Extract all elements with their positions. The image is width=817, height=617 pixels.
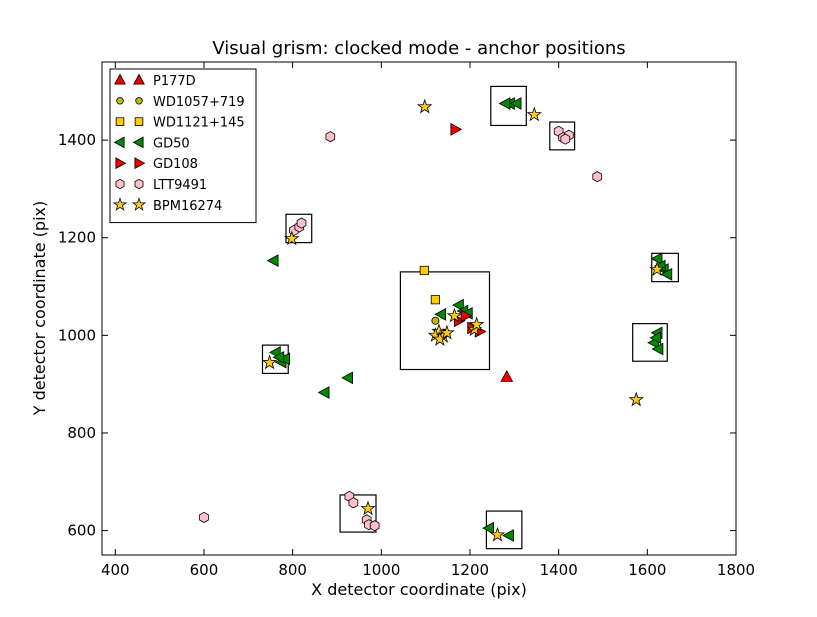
point-gd50 [502,529,514,542]
x-tick-label: 1800 [717,561,755,579]
legend-marker-bpm16274 [112,197,128,211]
point-ltt9491 [560,133,571,145]
point-bpm16274 [649,261,665,277]
point-bpm16274 [446,307,463,323]
point-wd1121-145 [430,295,440,305]
point-ltt9491 [348,497,359,509]
legend-marker-wd1121-145 [134,117,144,126]
point-wd1121-145 [419,265,429,276]
data-points [199,97,673,542]
point-bpm16274 [468,316,485,332]
legend-marker-p177d [114,73,126,85]
legend-label-wd1057-719: WD1057+719 [153,95,245,110]
point-wd1057-719 [431,316,440,325]
point-gd50 [341,371,353,385]
legend-label-p177d: P177D [153,74,196,89]
x-tick-label: 1200 [451,561,489,579]
point-bpm16274 [439,324,455,340]
point-bpm16274 [526,106,542,122]
y-tick-label: 600 [67,522,96,540]
point-gd50 [272,350,285,364]
legend-label-gd50: GD50 [153,136,190,151]
point-bpm16274 [360,500,376,516]
legend-marker-gd108 [134,157,146,170]
highlight-box [549,121,576,151]
legend-marker-ltt9491 [115,178,125,190]
highlight-box [285,213,313,244]
highlight-box [339,494,377,533]
axis-ticks: 400 600 800 1000 1200 1400 1600 1800 600 800 1000 1… [58,62,755,579]
x-tick-label: 1600 [628,561,666,579]
point-bpm16274 [261,354,278,370]
legend: P177D WD1057+719 WD1121+145 GD50 GD108 LTT949… [109,68,257,224]
point-gd50 [498,97,511,110]
point-ltt9491 [325,131,336,143]
point-gd50 [660,267,673,281]
legend-marker-p177d [133,73,145,85]
x-tick-label: 1000 [362,561,400,579]
x-axis-label: X detector coordinate (pix) [311,580,527,599]
point-p177d [500,370,514,382]
legend-marker-wd1057-719 [135,97,143,105]
legend-label-ltt9491: LTT9491 [153,178,207,193]
legend-marker-gd50 [132,136,144,149]
legend-marker-gd108 [115,157,127,170]
legend-marker-ltt9491 [134,178,144,190]
y-tick-label: 1200 [58,229,96,247]
y-tick-label: 1400 [58,131,96,149]
x-tick-label: 1400 [540,561,578,579]
y-tick-label: 1000 [58,326,96,344]
point-gd50 [317,386,330,399]
legend-label-wd1121-145: WD1121+145 [153,116,245,131]
point-gd50 [278,352,291,366]
x-tick-label: 800 [278,561,307,579]
highlight-box [632,323,668,362]
legend-label-bpm16274: BPM16274 [153,199,222,214]
point-gd50 [650,252,663,266]
point-bpm16274 [489,526,506,542]
chart-title: Visual grism: clocked mode - anchor posi… [212,38,625,59]
point-ltt9491 [369,520,380,532]
highlight-box [399,271,491,371]
point-gd108 [450,122,463,136]
point-gd50 [482,521,494,535]
y-axis-label: Y detector coordinate (pix) [30,201,49,416]
highlight-box [490,85,527,127]
plot-frame [101,61,737,556]
point-gd50 [266,254,279,268]
point-bpm16274 [628,391,644,407]
point-gd50 [509,97,522,110]
point-bpm16274 [417,98,433,114]
legend-frame [109,68,257,224]
point-gd50 [452,298,464,312]
legend-marker-wd1121-145 [115,117,125,126]
legend-marker-wd1057-719 [116,97,124,105]
point-ltt9491 [296,217,307,229]
point-bpm16274 [284,230,300,246]
point-ltt9491 [199,511,209,523]
point-gd50 [651,342,664,356]
x-tick-label: 400 [101,561,130,579]
point-ltt9491 [592,171,603,183]
point-gd50 [434,307,447,321]
legend-marker-gd50 [113,136,125,149]
legend-marker-bpm16274 [131,197,147,211]
legend-label-gd108: GD108 [153,157,198,172]
point-gd108 [460,309,473,323]
x-tick-label: 600 [190,561,219,579]
point-gd50 [649,331,662,345]
y-tick-label: 800 [67,424,96,442]
